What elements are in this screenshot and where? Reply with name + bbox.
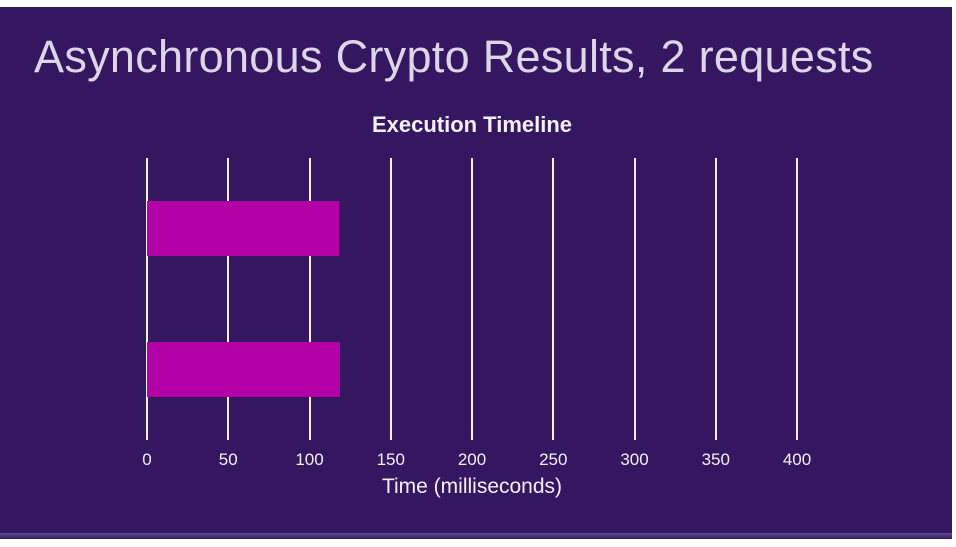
slide-background: Asynchronous Crypto Results, 2 requests … bbox=[0, 7, 952, 539]
plot-area bbox=[146, 158, 798, 440]
x-tick-label: 100 bbox=[295, 450, 324, 469]
gridline bbox=[633, 158, 636, 440]
x-tick-label: 250 bbox=[539, 450, 568, 469]
gridline bbox=[146, 158, 148, 440]
gridline bbox=[471, 158, 473, 440]
timeline-bar bbox=[147, 342, 341, 397]
gridline bbox=[796, 158, 798, 440]
x-tick-label: 150 bbox=[376, 450, 405, 469]
gridline bbox=[308, 158, 311, 440]
x-tick-label: 50 bbox=[218, 450, 238, 469]
gridline bbox=[227, 158, 230, 440]
gridline bbox=[552, 158, 555, 440]
x-axis-tick-labels: 0 50 100 150 200 250 300 350 400 bbox=[142, 450, 811, 472]
gridline bbox=[714, 158, 717, 440]
x-axis-label: Time (milliseconds) bbox=[381, 475, 563, 498]
slide-title: Asynchronous Crypto Results, 2 requests bbox=[34, 31, 874, 82]
chart-title: Execution Timeline bbox=[371, 112, 573, 137]
timeline-bar bbox=[147, 201, 339, 256]
slide-bottom-accent-bar bbox=[0, 533, 952, 539]
x-tick-label: 200 bbox=[457, 450, 487, 469]
x-tick-label: 400 bbox=[782, 450, 812, 469]
x-tick-label: 0 bbox=[142, 450, 152, 469]
gridline bbox=[389, 158, 392, 440]
x-tick-label: 300 bbox=[620, 450, 649, 469]
x-tick-label: 350 bbox=[701, 450, 730, 469]
